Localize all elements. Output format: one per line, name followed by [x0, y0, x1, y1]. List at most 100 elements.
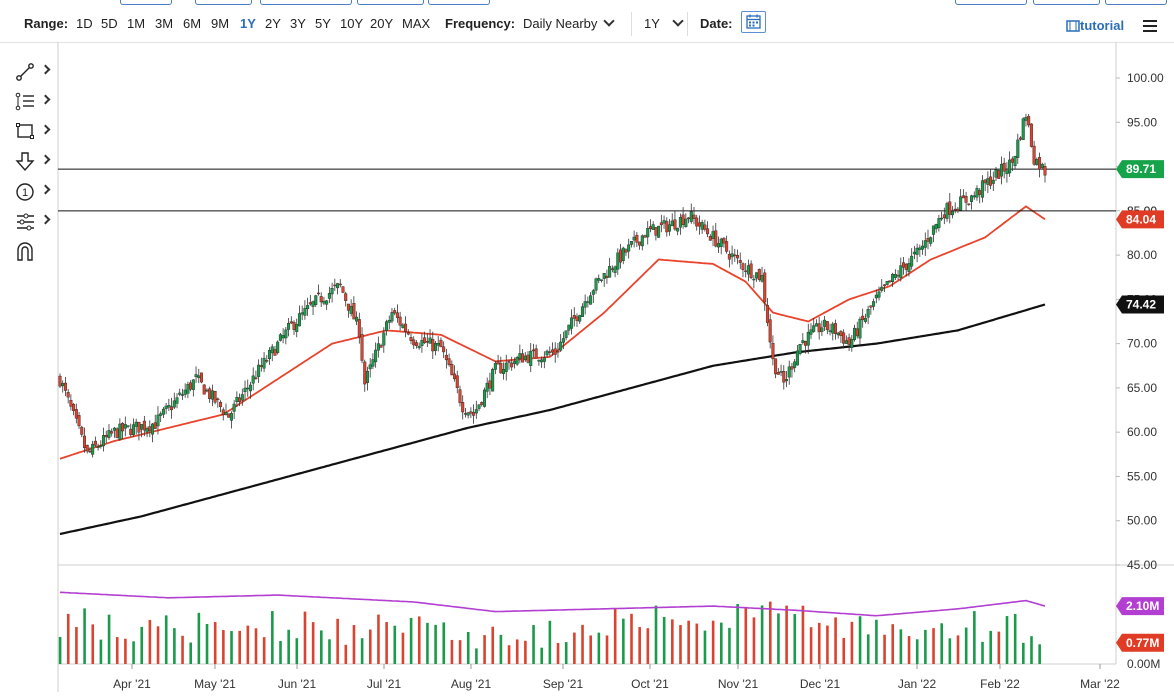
volume-bar [907, 636, 911, 664]
candle-body [115, 428, 119, 438]
volume-bar [564, 642, 568, 664]
range-option-2y[interactable]: 2Y [265, 16, 281, 31]
candle-body [795, 350, 799, 366]
rectangle-tool-icon [16, 123, 34, 139]
top-tab-stub[interactable] [1033, 0, 1100, 5]
top-tab-stub[interactable] [260, 0, 352, 5]
line-tool-button[interactable] [14, 60, 54, 84]
price-chart[interactable]: 100.0095.0090.0085.0080.0075.0070.0065.0… [0, 42, 1174, 698]
candle-body [553, 348, 557, 355]
candle-body [390, 312, 394, 322]
candle-body [733, 254, 737, 257]
candle-body [273, 349, 277, 356]
period-select[interactable]: 1Y [644, 15, 684, 31]
price-tick-label: 55.00 [1127, 469, 1157, 483]
candle-body [872, 301, 876, 307]
note-tool-button[interactable]: 1 [14, 180, 54, 204]
range-option-6m[interactable]: 6M [183, 16, 202, 31]
candle-body [523, 355, 527, 361]
arrow-tool-button[interactable] [14, 150, 54, 174]
candle-body [148, 426, 152, 432]
measure-tool-icon [17, 213, 34, 231]
candle-body [1024, 116, 1028, 121]
range-option-max[interactable]: MAX [402, 16, 431, 31]
measure-tool-button[interactable] [14, 210, 54, 234]
candle-body [213, 391, 217, 403]
candle-body [477, 404, 481, 409]
range-option-1d[interactable]: 1D [76, 16, 93, 31]
ma-fast-badge-text: 84.04 [1126, 212, 1156, 226]
candle-body [472, 412, 476, 416]
volume-bar [842, 637, 846, 664]
candle-body [455, 375, 459, 388]
top-tab-stub[interactable] [1105, 0, 1167, 5]
top-tab-stub[interactable] [955, 0, 1027, 5]
candle-body [730, 253, 734, 258]
candle-body [66, 392, 70, 398]
candle-body [1010, 158, 1014, 163]
candle-body [344, 293, 348, 301]
top-tab-stub[interactable] [357, 0, 424, 5]
magnet-button[interactable] [14, 240, 54, 264]
candle-body [401, 324, 405, 328]
svg-text:1: 1 [22, 187, 28, 199]
hamburger-menu-icon[interactable] [1143, 20, 1157, 32]
candle-body [251, 375, 255, 384]
volume-bar [205, 624, 209, 664]
range-option-5y[interactable]: 5Y [315, 16, 331, 31]
frequency-select[interactable]: Daily Nearby [523, 15, 616, 31]
candle-body [262, 357, 266, 369]
volume-bar [124, 638, 127, 664]
range-option-3y[interactable]: 3Y [290, 16, 306, 31]
candle-body [387, 320, 391, 323]
candle-body [205, 389, 209, 392]
candle-body [126, 425, 130, 427]
range-option-5d[interactable]: 5D [101, 16, 118, 31]
range-option-1m[interactable]: 1M [127, 16, 146, 31]
candle-body [950, 211, 954, 216]
candle-body [861, 315, 865, 321]
candle-body [346, 303, 350, 311]
candle-body [929, 237, 933, 244]
candle-body [1013, 156, 1017, 167]
candle-body [499, 363, 503, 374]
candle-body [923, 240, 927, 248]
date-picker-button[interactable] [741, 11, 766, 33]
rectangle-tool-button[interactable] [14, 120, 54, 144]
range-option-9m[interactable]: 9M [211, 16, 230, 31]
candle-body [257, 364, 261, 377]
range-option-20y[interactable]: 20Y [370, 16, 394, 31]
range-option-1y[interactable]: 1Y [240, 16, 256, 31]
volume-bar [458, 640, 462, 664]
candle-body [491, 369, 495, 392]
candle-body [858, 318, 862, 339]
top-tab-stub[interactable] [195, 0, 252, 5]
top-tab-stub[interactable] [428, 0, 490, 5]
candle-body [270, 346, 274, 354]
candle-body [159, 413, 163, 416]
volume-tick-label: 0.00M [1127, 657, 1160, 671]
moving-average-fast-line [59, 205, 1046, 460]
volume-average-badge: 2.10M [1116, 597, 1164, 616]
candle-body [510, 362, 514, 368]
candle-body [768, 319, 772, 343]
volume-bar [654, 605, 658, 664]
volume-bar [687, 620, 690, 664]
volume-bar [426, 622, 429, 664]
top-tab-stub[interactable] [120, 0, 172, 5]
candle-body [621, 247, 625, 261]
volume-bar [295, 638, 299, 664]
candle-body [915, 247, 919, 255]
range-option-3m[interactable]: 3M [155, 16, 174, 31]
candle-body [964, 196, 968, 203]
candle-body [678, 217, 682, 228]
range-option-10y[interactable]: 10Y [340, 16, 364, 31]
candle-body [749, 263, 753, 278]
tutorial-link[interactable]: tutorial [1066, 18, 1124, 33]
time-tick-label: Jul '21 [367, 677, 402, 691]
fib-tool-button[interactable] [14, 90, 54, 114]
volume-bar [964, 627, 968, 664]
candle-body [167, 405, 171, 408]
chart-toolbar: Range: 1D 5D 1M 3M 6M 9M 1Y 2Y 3Y 5Y 10Y 20Y MAX Fre… [0, 6, 1174, 43]
candle-body [801, 340, 805, 344]
